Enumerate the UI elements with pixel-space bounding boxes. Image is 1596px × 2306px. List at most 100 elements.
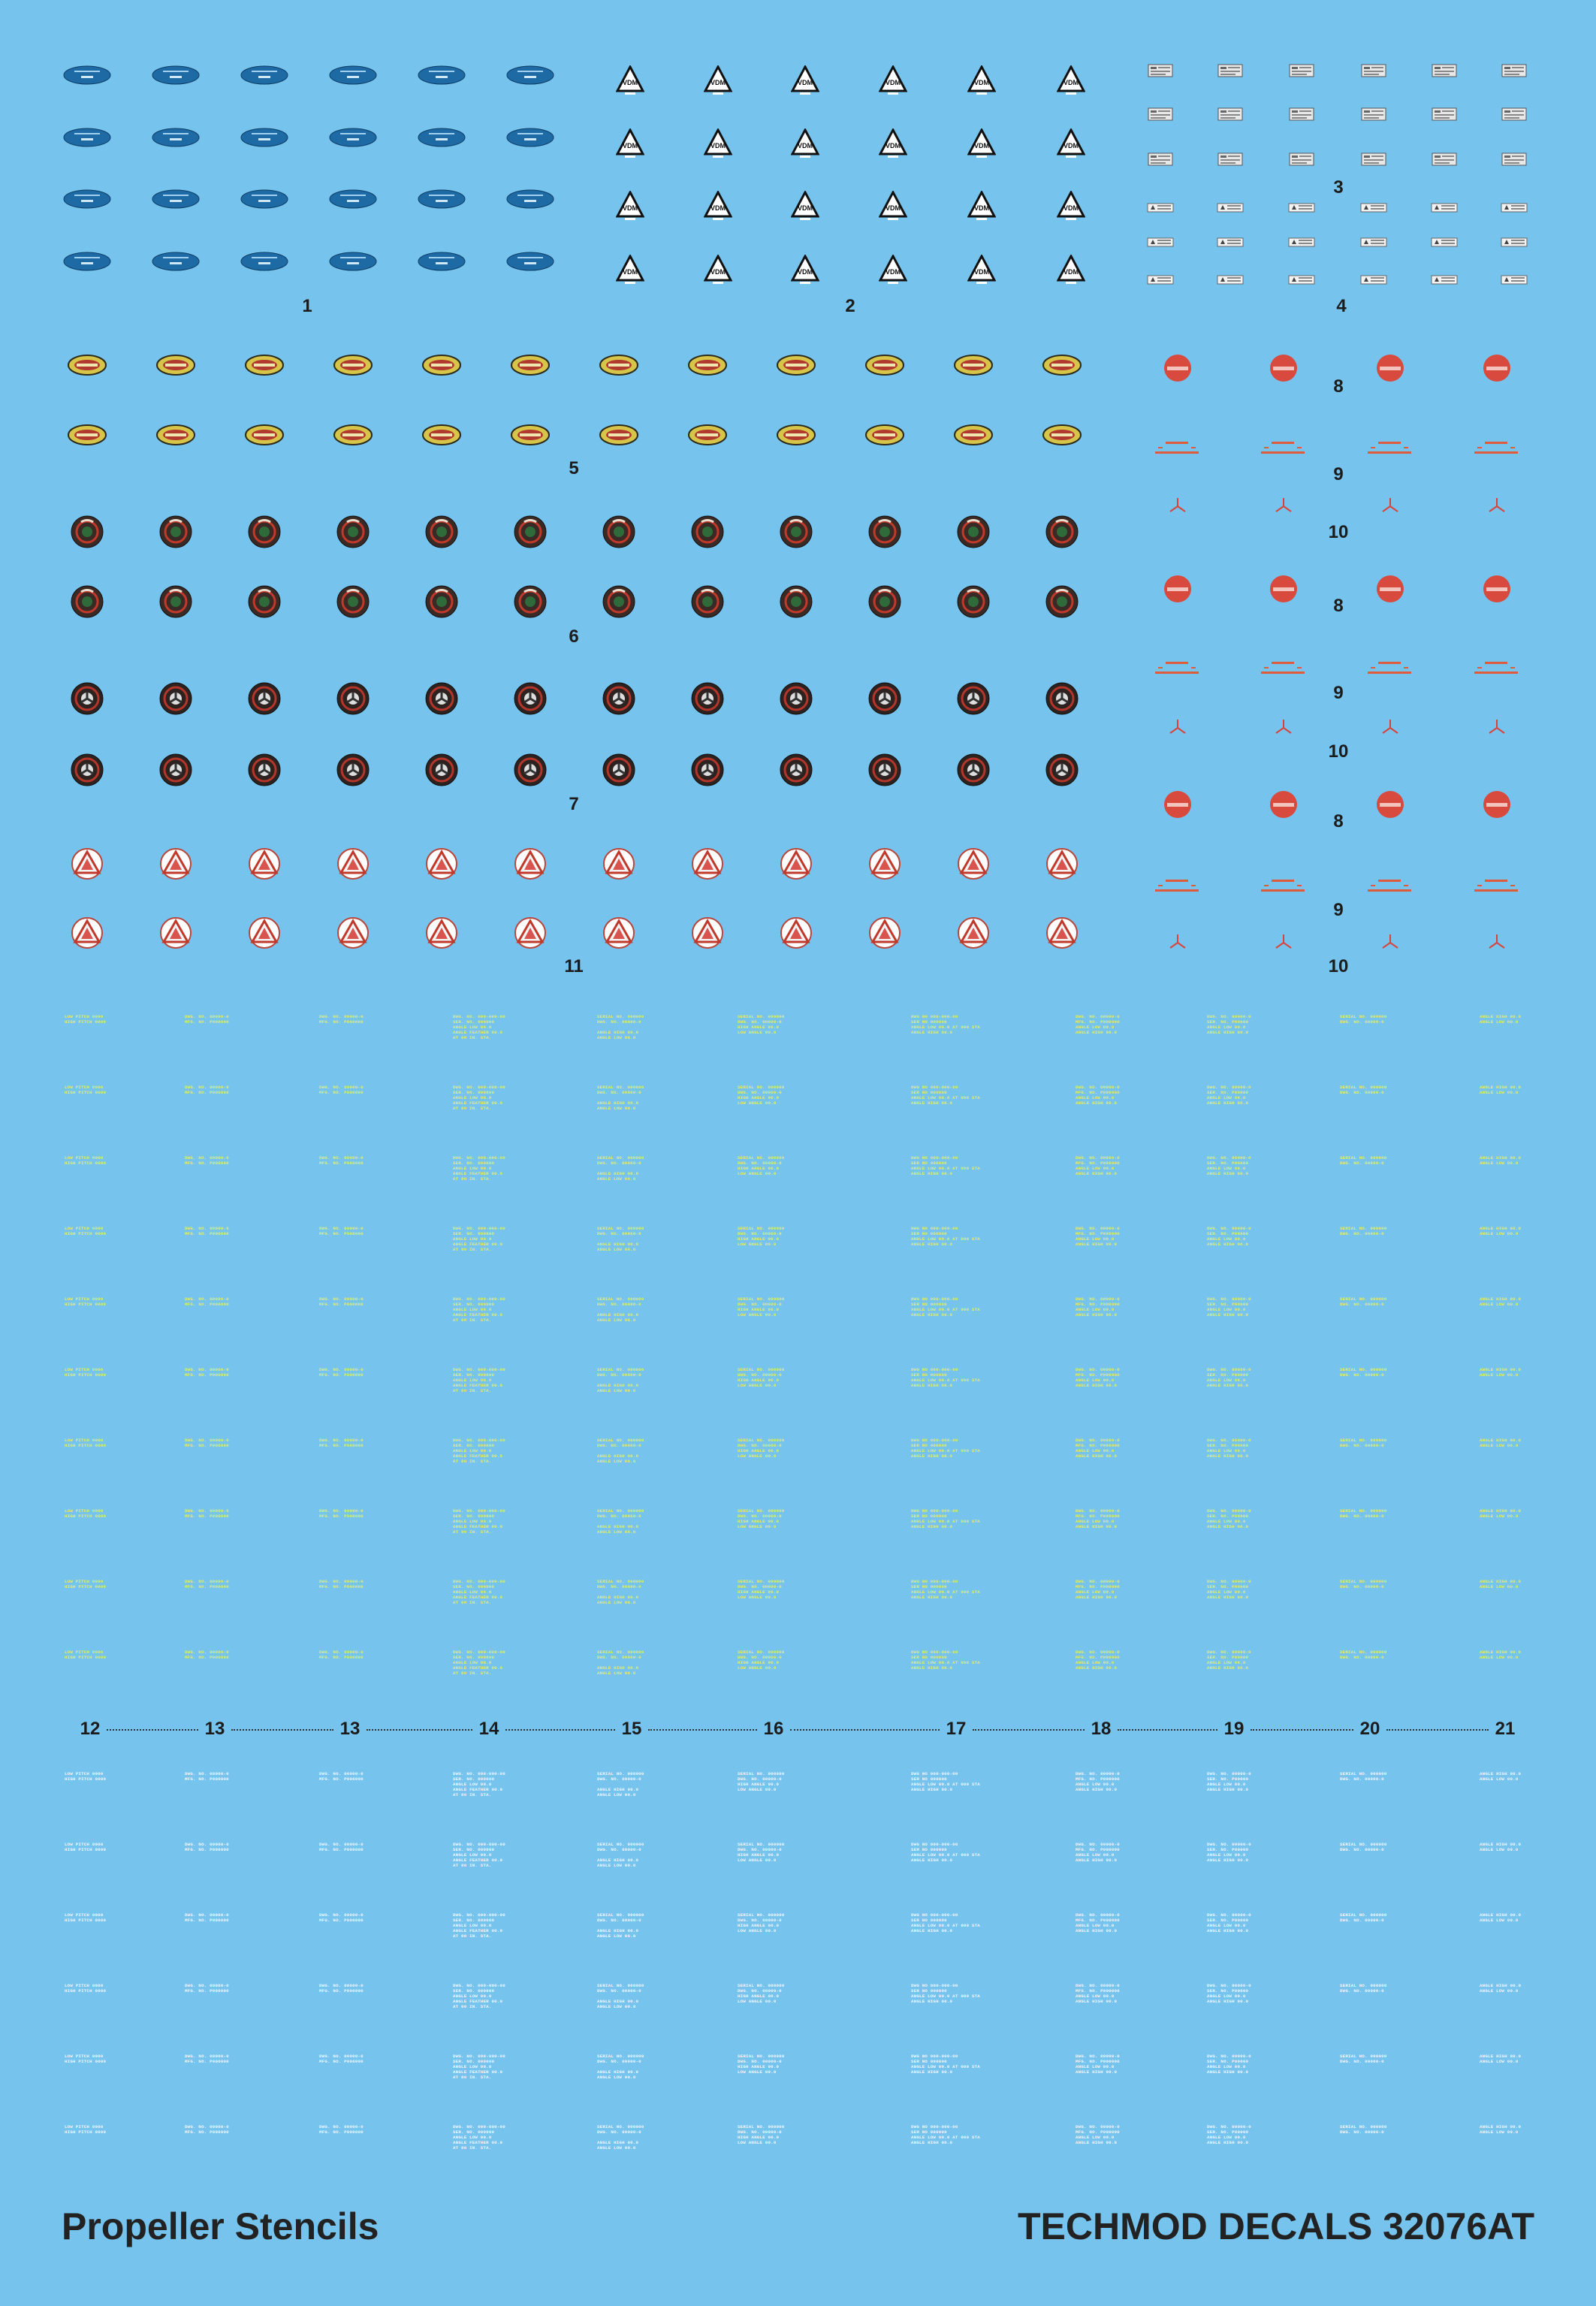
round-hub-logo-icon — [1045, 585, 1079, 618]
decal-number-9: 9 — [1333, 464, 1344, 484]
stencil-block-21: ANGLE HIGH 00.0 ANGLE LOW 00.0 — [1480, 1155, 1522, 1166]
svg-text:VDM: VDM — [885, 204, 901, 212]
round-hub-logo-icon — [868, 515, 901, 548]
red-text-stencil-icon — [1261, 442, 1305, 454]
svg-text:VDM: VDM — [885, 268, 901, 276]
stencil-block-17: DWG NO 000-000-00 SER NO 000000 ANGLE LO… — [911, 1014, 980, 1035]
round-hub-logo-icon — [602, 585, 635, 618]
stencil-block-15: SERIAL NO. 000000 DWG. NO. 00000-0 ANGLE… — [597, 1367, 644, 1393]
stencil-block-15: SERIAL NO. 000000 DWG. NO. 00000-0 ANGLE… — [597, 1438, 644, 1464]
stencil-block-14: DWG. NO. 000-000-00 SER. NO. 000000 ANGL… — [453, 1771, 505, 1797]
stencil-block-17: DWG NO 000-000-00 SER NO 000000 ANGLE LO… — [911, 2124, 980, 2145]
dotted-separator — [1118, 1729, 1217, 1731]
stencil-number-18: 18 — [1091, 1719, 1112, 1739]
yellow-oval-logo-icon — [688, 355, 727, 376]
stencil-block-20: SERIAL NO. 000000 DWG. NO. 00000-0 — [1340, 1579, 1387, 1589]
decal-number-9: 9 — [1333, 900, 1344, 920]
stencil-block-13: DWG. NO. 00000-0 MFG. NO. P000000 — [185, 1438, 229, 1448]
svg-text:VDM: VDM — [1063, 204, 1079, 212]
stencil-block-14: DWG. NO. 000-000-00 SER. NO. 000000 ANGL… — [453, 1296, 505, 1323]
vdm-oval-logo-icon — [329, 65, 377, 85]
stencil-block-12: LOW PITCH 0000 HIGH PITCH 0000 — [65, 1014, 107, 1025]
stencil-block-21: ANGLE HIGH 00.0 ANGLE LOW 00.0 — [1480, 1579, 1522, 1589]
stencil-block-14: DWG. NO. 000-000-00 SER. NO. 000000 ANGL… — [453, 1912, 505, 1939]
decal-number-5: 5 — [569, 458, 579, 478]
stencil-block-17: DWG NO 000-000-00 SER NO 000000 ANGLE LO… — [911, 1842, 980, 1863]
red-round-badge-icon — [1164, 575, 1191, 602]
data-plate-icon — [1148, 152, 1173, 166]
stencil-block-12: LOW PITCH 0000 HIGH PITCH 0000 — [65, 1367, 107, 1378]
stencil-block-19: DWG. NO. 00000-0 SER. NO. P00000 ANGLE L… — [1207, 1438, 1251, 1459]
red-triangle-logo-icon — [780, 848, 812, 880]
three-blade-mark-icon — [1489, 934, 1505, 949]
stencil-block-16: SERIAL NO. 000000 DWG. NO. 00000-0 HIGH … — [738, 1579, 785, 1600]
stencil-block-19: DWG. NO. 00000-0 SER. NO. P00000 ANGLE L… — [1207, 2054, 1251, 2075]
red-round-badge-icon — [1270, 575, 1297, 602]
stencil-block-18: DWG. NO. 00000-0 MFG. NO. P000000 ANGLE … — [1076, 1912, 1120, 1933]
stencil-block-16: SERIAL NO. 000000 DWG. NO. 00000-0 HIGH … — [738, 1912, 785, 1933]
data-plate-icon — [1501, 107, 1527, 121]
stencil-block-12: LOW PITCH 0000 HIGH PITCH 0000 — [65, 1579, 107, 1589]
dotted-separator — [1386, 1729, 1489, 1731]
red-text-stencil-icon — [1155, 442, 1199, 454]
svg-text:VDM: VDM — [711, 142, 726, 149]
round-hub-logo-icon — [159, 753, 192, 786]
yellow-oval-logo-icon — [68, 355, 107, 376]
stencil-block-13: DWG. NO. 00000-0 MFG. NO. P000000 — [319, 1983, 364, 1994]
red-triangle-logo-icon — [1046, 848, 1078, 880]
round-hub-logo-icon — [1045, 682, 1079, 715]
svg-text:VDM: VDM — [974, 79, 989, 86]
red-triangle-logo-icon — [337, 917, 369, 949]
stencil-block-21: ANGLE HIGH 00.0 ANGLE LOW 00.0 — [1480, 1842, 1522, 1852]
set-title: Propeller Stencils — [62, 2205, 379, 2247]
vdm-oval-logo-icon — [152, 65, 200, 85]
stencil-block-17: DWG NO 000-000-00 SER NO 000000 ANGLE LO… — [911, 2054, 980, 2075]
stencil-block-16: SERIAL NO. 000000 DWG. NO. 00000-0 HIGH … — [738, 1650, 785, 1671]
vdm-triangle-logo-icon: VDM — [879, 255, 907, 284]
stencil-block-21: ANGLE HIGH 00.0 ANGLE LOW 00.0 — [1480, 1650, 1522, 1660]
svg-text:VDM: VDM — [1063, 79, 1079, 86]
stencil-block-16: SERIAL NO. 000000 DWG. NO. 00000-0 HIGH … — [738, 1226, 785, 1247]
vdm-triangle-logo-icon: VDM — [616, 255, 644, 284]
red-triangle-logo-icon — [1046, 917, 1078, 949]
dotted-separator — [973, 1729, 1085, 1731]
red-round-badge-icon — [1377, 575, 1404, 602]
data-plate-icon — [1360, 203, 1387, 212]
stencil-block-13: DWG. NO. 00000-0 MFG. NO. P000000 — [319, 1155, 364, 1166]
red-triangle-logo-icon — [426, 917, 457, 949]
stencil-block-18: DWG. NO. 00000-0 MFG. NO. P000000 ANGLE … — [1076, 1771, 1120, 1792]
round-hub-logo-icon — [71, 515, 104, 548]
stencil-block-20: SERIAL NO. 000000 DWG. NO. 00000-0 — [1340, 1155, 1387, 1166]
stencil-block-18: DWG. NO. 00000-0 MFG. NO. P000000 ANGLE … — [1076, 1650, 1120, 1671]
stencil-block-14: DWG. NO. 000-000-00 SER. NO. 000000 ANGL… — [453, 1226, 505, 1252]
stencil-block-18: DWG. NO. 00000-0 MFG. NO. P000000 ANGLE … — [1076, 1579, 1120, 1600]
stencil-block-18: DWG. NO. 00000-0 MFG. NO. P000000 ANGLE … — [1076, 1508, 1120, 1529]
vdm-triangle-logo-icon: VDM — [879, 191, 907, 220]
stencil-block-16: SERIAL NO. 000000 DWG. NO. 00000-0 HIGH … — [738, 1085, 785, 1106]
vdm-oval-logo-icon — [240, 252, 288, 271]
stencil-number-12: 12 — [80, 1719, 101, 1739]
stencil-block-18: DWG. NO. 00000-0 MFG. NO. P000000 ANGLE … — [1076, 1226, 1120, 1247]
stencil-block-19: DWG. NO. 00000-0 SER. NO. P00000 ANGLE L… — [1207, 2124, 1251, 2145]
data-plate-icon — [1217, 64, 1243, 77]
round-hub-logo-icon — [71, 753, 104, 786]
data-plate-icon — [1431, 275, 1458, 284]
red-triangle-logo-icon — [426, 848, 457, 880]
data-plate-icon — [1217, 107, 1243, 121]
stencil-block-12: LOW PITCH 0000 HIGH PITCH 0000 — [65, 2124, 107, 2135]
stencil-block-16: SERIAL NO. 000000 DWG. NO. 00000-0 HIGH … — [738, 2054, 785, 2075]
stencil-block-18: DWG. NO. 00000-0 MFG. NO. P000000 ANGLE … — [1076, 1438, 1120, 1459]
round-hub-logo-icon — [514, 753, 547, 786]
data-plate-icon — [1148, 64, 1173, 77]
stencil-block-21: ANGLE HIGH 00.0 ANGLE LOW 00.0 — [1480, 1296, 1522, 1307]
stencil-block-19: DWG. NO. 00000-0 SER. NO. P00000 ANGLE L… — [1207, 1912, 1251, 1933]
yellow-oval-logo-icon — [156, 424, 195, 445]
decal-number-10: 10 — [1328, 741, 1349, 762]
vdm-triangle-logo-icon: VDM — [616, 128, 644, 158]
decal-number-10: 10 — [1328, 956, 1349, 976]
red-triangle-logo-icon — [160, 848, 192, 880]
stencil-block-20: SERIAL NO. 000000 DWG. NO. 00000-0 — [1340, 1085, 1387, 1095]
three-blade-mark-icon — [1169, 498, 1186, 512]
stencil-block-14: DWG. NO. 000-000-00 SER. NO. 000000 ANGL… — [453, 2124, 505, 2151]
stencil-block-13: DWG. NO. 00000-0 MFG. NO. P000000 — [319, 1771, 364, 1782]
